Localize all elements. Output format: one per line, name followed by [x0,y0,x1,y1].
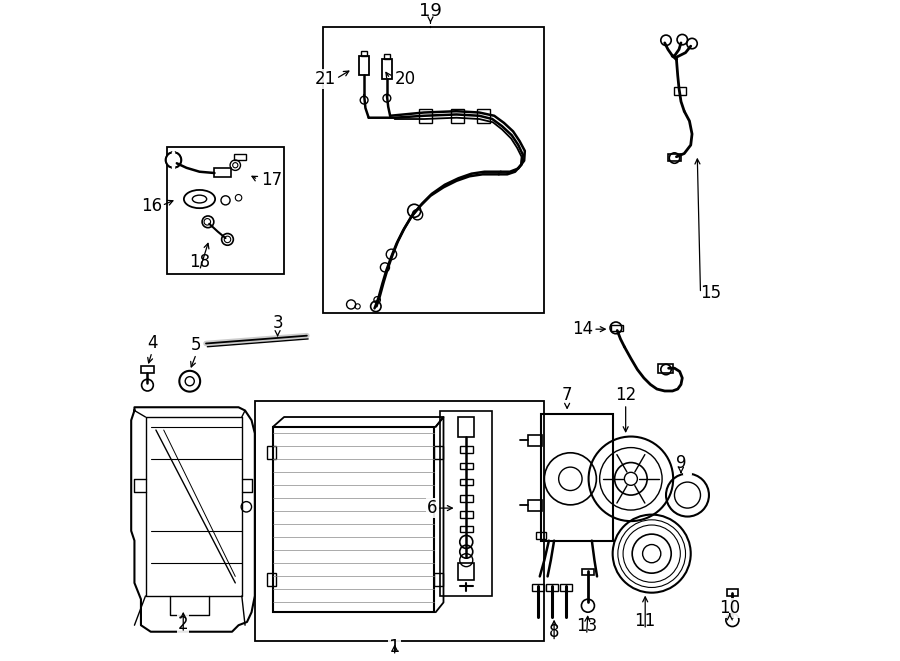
Bar [266,446,276,459]
Bar [266,573,276,586]
Bar [658,364,672,373]
Text: 7: 7 [562,386,572,404]
Bar [167,147,284,274]
Text: 4: 4 [147,334,158,352]
Text: 18: 18 [189,253,210,270]
Bar [273,427,435,612]
Text: 14: 14 [572,320,593,338]
Bar [418,108,432,123]
Bar [528,500,543,512]
Text: 15: 15 [700,284,722,302]
Bar [460,495,473,502]
Text: 8: 8 [549,623,560,641]
Circle shape [166,152,181,168]
Text: 9: 9 [676,454,686,473]
Bar [541,414,613,541]
Text: 2: 2 [178,615,189,633]
Bar [451,108,464,123]
Bar [434,446,444,459]
Text: 11: 11 [634,612,656,630]
Bar [582,568,594,575]
Text: 5: 5 [191,336,202,354]
Bar [460,479,473,485]
Text: 13: 13 [576,617,598,635]
Bar [382,59,392,79]
Bar [460,512,473,518]
Bar [255,401,544,641]
Bar [560,584,572,591]
Bar [532,584,544,591]
Bar [440,410,492,596]
Text: 16: 16 [140,196,162,215]
Bar [536,532,545,539]
Bar [359,56,369,75]
Text: 10: 10 [719,599,741,617]
Bar [726,590,738,596]
Bar [460,446,473,453]
Bar [477,108,490,123]
Bar [361,51,367,56]
Text: 20: 20 [395,69,416,88]
Bar [528,434,543,446]
Text: 21: 21 [315,69,336,88]
Text: 12: 12 [615,386,636,404]
Bar [674,87,686,95]
Bar [460,525,473,532]
Bar [234,153,246,160]
Text: 1: 1 [389,638,400,656]
Text: 3: 3 [273,315,283,332]
Bar [460,463,473,469]
Bar [668,153,681,161]
Bar [458,417,474,436]
Bar [458,563,474,580]
Bar [323,26,544,313]
Bar [141,366,154,373]
Bar [383,54,390,59]
Bar [214,169,230,177]
Bar [611,325,623,331]
Text: 17: 17 [261,171,283,188]
Text: 6: 6 [427,499,437,517]
Bar [546,584,558,591]
Bar [434,573,444,586]
Text: 19: 19 [419,2,442,20]
